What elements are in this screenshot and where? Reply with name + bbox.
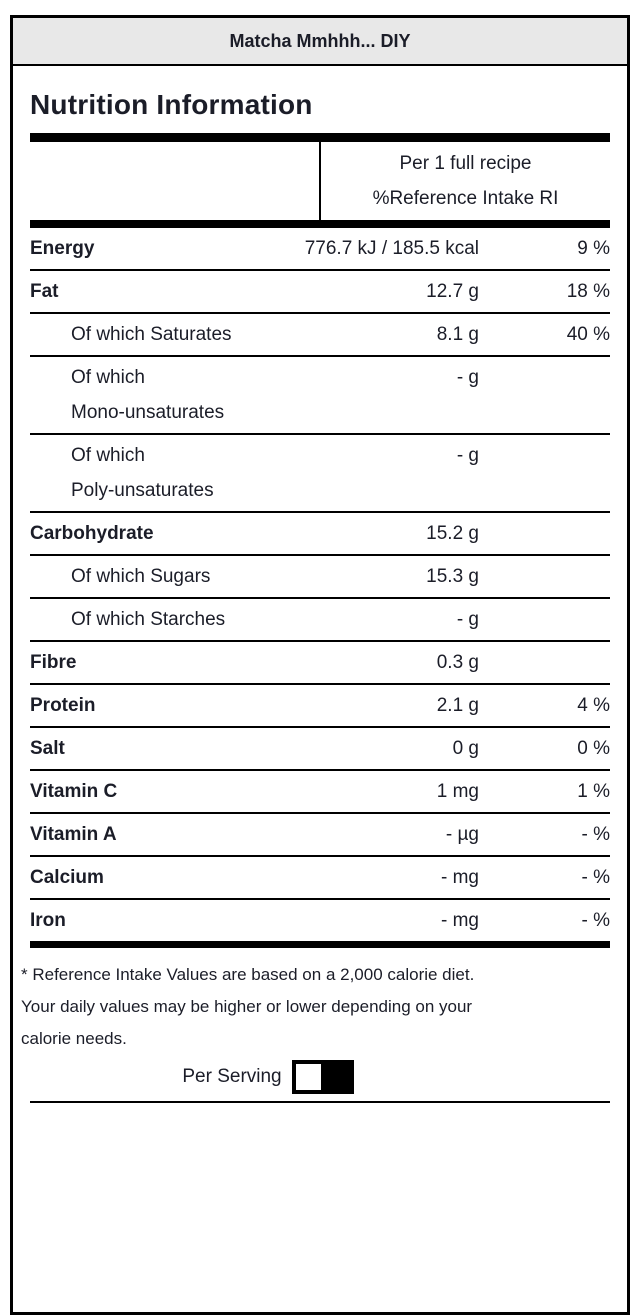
row-amount: 15.3 g [426, 566, 479, 587]
divider-thick-bottom [30, 941, 610, 948]
footnote-line: calorie needs. [21, 1029, 127, 1048]
row-label: Fat [30, 281, 59, 302]
table-row: Carbohydrate 15.2 g [30, 513, 610, 556]
row-amount: - g [456, 609, 479, 630]
row-percent: 18 % [566, 281, 610, 302]
reference-intake-footnote: * Reference Intake Values are based on a… [21, 959, 610, 1055]
column-header-row: Per 1 full recipe %Reference Intake RI [30, 142, 610, 220]
row-label: Of which Saturates [71, 324, 232, 345]
row-label: Calcium [30, 867, 104, 888]
row-label: Of which Poly-unsaturates [71, 445, 214, 501]
row-amount: 8.1 g [436, 324, 479, 345]
row-label: Of which Starches [71, 609, 226, 630]
row-percent: - % [581, 824, 611, 845]
table-row: Salt 0 g 0 % [30, 728, 610, 771]
row-amount: 776.7 kJ / 185.5 kcal [304, 238, 479, 259]
row-percent: 0 % [577, 738, 610, 759]
table-row: Of which Sugars 15.3 g [30, 556, 610, 599]
row-label: Vitamin A [30, 824, 117, 845]
row-amount: - mg [441, 910, 479, 931]
row-amount: 2.1 g [436, 695, 479, 716]
per-serving-toggle[interactable] [291, 1060, 354, 1094]
row-percent: - % [581, 910, 611, 931]
table-row: Of which Poly-unsaturates - g [30, 435, 610, 513]
row-label: Carbohydrate [30, 523, 154, 544]
row-amount: 12.7 g [426, 281, 479, 302]
table-row: Of which Saturates 8.1 g 40 % [30, 314, 610, 357]
row-label: Vitamin C [30, 781, 118, 802]
toggle-knob-icon [295, 1064, 321, 1090]
table-row: Of which Starches - g [30, 599, 610, 642]
row-amount: 0 g [452, 738, 479, 759]
per-serving-label: Per Serving [182, 1066, 282, 1087]
row-amount: 15.2 g [426, 523, 479, 544]
row-percent: 1 % [577, 781, 610, 802]
row-label: Salt [30, 738, 65, 759]
column-header-cell: Per 1 full recipe %Reference Intake RI [319, 142, 610, 220]
row-label: Protein [30, 695, 96, 716]
row-label: Of which Mono-unsaturates [71, 367, 225, 423]
row-amount: 0.3 g [436, 652, 479, 673]
divider-thick-header [30, 220, 610, 228]
column-header-empty-cell [30, 142, 319, 220]
nutrition-label-card: Matcha Mmhhh... DIY Nutrition Informatio… [10, 15, 630, 1315]
row-percent: 40 % [566, 324, 610, 345]
row-label: Of which Sugars [71, 566, 211, 587]
table-row: Fat 12.7 g 18 % [30, 271, 610, 314]
row-amount: - mg [441, 867, 479, 888]
page-title: Nutrition Information [30, 89, 313, 120]
row-label: Fibre [30, 652, 77, 673]
label-content: Nutrition Information Per 1 full recipe … [13, 86, 627, 1123]
row-amount: 1 mg [436, 781, 479, 802]
table-row: Calcium - mg - % [30, 857, 610, 900]
divider-thick-top [30, 133, 610, 142]
recipe-title: Matcha Mmhhh... DIY [229, 30, 411, 51]
table-row: Iron - mg - % [30, 900, 610, 941]
row-amount: - µg [445, 824, 479, 845]
recipe-title-bar: Matcha Mmhhh... DIY [13, 18, 627, 66]
divider-bottom [30, 1101, 610, 1123]
row-percent: 9 % [577, 238, 610, 259]
table-row: Energy 776.7 kJ / 185.5 kcal 9 % [30, 228, 610, 271]
row-percent: 4 % [577, 695, 610, 716]
table-row: Fibre 0.3 g [30, 642, 610, 685]
table-row: Of which Mono-unsaturates - g [30, 357, 610, 435]
row-label: Energy [30, 238, 95, 259]
column-header-line2: %Reference Intake RI [372, 188, 559, 209]
column-header-line1: Per 1 full recipe [399, 153, 532, 174]
table-row: Protein 2.1 g 4 % [30, 685, 610, 728]
row-percent: - % [581, 867, 611, 888]
nutrition-table-body: Energy 776.7 kJ / 185.5 kcal 9 % Fat 12.… [30, 228, 610, 941]
row-label: Iron [30, 910, 66, 931]
per-serving-row: Per Serving [0, 1060, 558, 1094]
footnote-line: * Reference Intake Values are based on a… [21, 965, 475, 984]
footnote-line: Your daily values may be higher or lower… [21, 997, 473, 1016]
row-amount: - g [456, 367, 479, 388]
table-row: Vitamin A - µg - % [30, 814, 610, 857]
table-row: Vitamin C 1 mg 1 % [30, 771, 610, 814]
row-amount: - g [456, 445, 479, 466]
